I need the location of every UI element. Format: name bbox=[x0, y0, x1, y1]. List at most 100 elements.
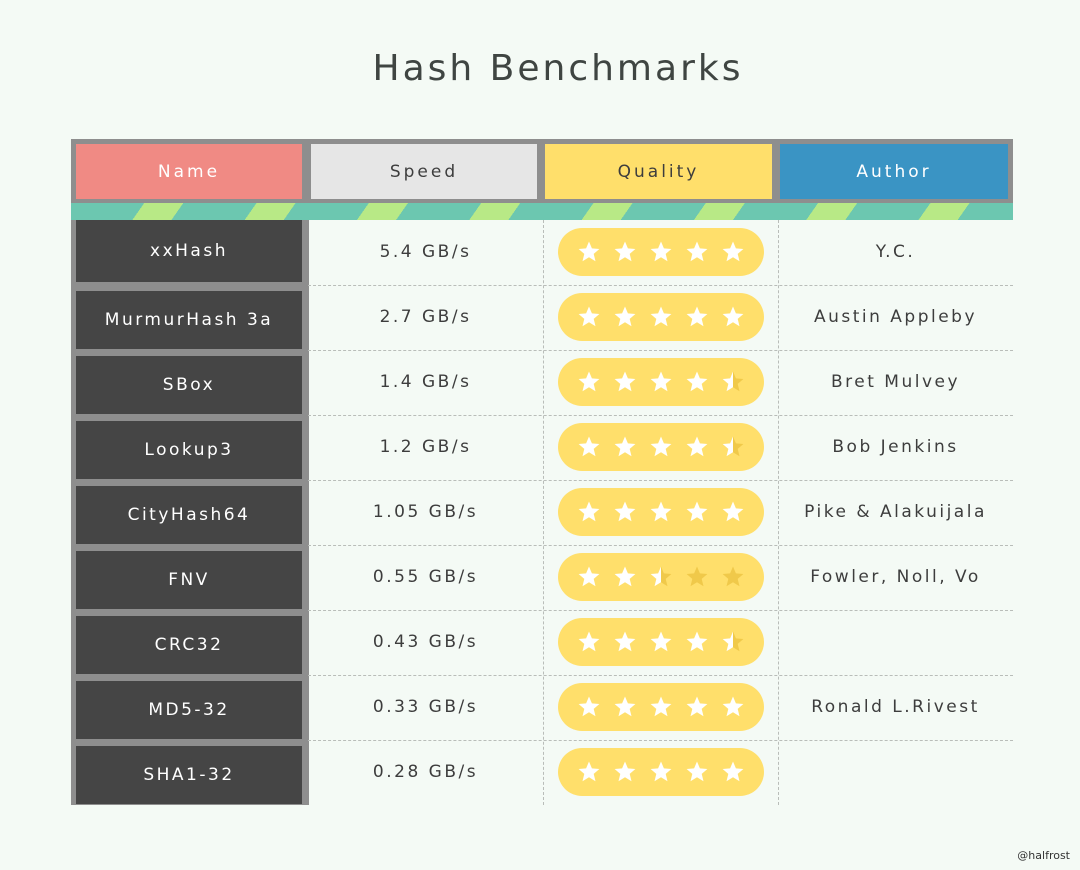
row-divider bbox=[308, 415, 1013, 416]
row-divider bbox=[308, 480, 1013, 481]
page-title: Hash Benchmarks bbox=[372, 48, 744, 89]
star-icon bbox=[722, 501, 743, 522]
row-divider bbox=[308, 350, 1013, 351]
star-icon bbox=[686, 501, 707, 522]
quality-cell bbox=[543, 285, 778, 349]
star-icon bbox=[650, 306, 671, 327]
header-quality-label: Quality bbox=[617, 161, 700, 182]
quality-cell bbox=[543, 610, 778, 674]
table-row: MD5-32 0.33 GB/s Ronald L.Rivest bbox=[76, 675, 1013, 740]
name-cell: MurmurHash 3a bbox=[76, 290, 302, 349]
rating-pill bbox=[557, 683, 764, 731]
table-row: xxHash 5.4 GB/s Y.C. bbox=[76, 220, 1013, 285]
star-icon bbox=[686, 241, 707, 262]
speed-cell: 1.2 GB/s bbox=[379, 437, 472, 457]
header-quality: Quality bbox=[545, 144, 772, 199]
rating-pill bbox=[557, 358, 764, 406]
table-row: MurmurHash 3a 2.7 GB/s Austin Appleby bbox=[76, 285, 1013, 350]
table-header: Name Speed Quality Author bbox=[71, 139, 1013, 203]
speed-cell: 0.55 GB/s bbox=[372, 567, 479, 587]
table-body: xxHash 5.4 GB/s Y.C. MurmurHash 3a 2.7 GB/s A… bbox=[71, 220, 1013, 805]
speed-cell: 0.28 GB/s bbox=[372, 762, 479, 782]
star-icon bbox=[650, 761, 671, 782]
star-icon bbox=[722, 241, 743, 262]
quality-cell bbox=[543, 480, 778, 544]
star-icon bbox=[578, 696, 599, 717]
name-cell: CRC32 bbox=[76, 615, 302, 674]
decorative-stripe bbox=[71, 203, 1013, 220]
rating-pill bbox=[557, 553, 764, 601]
author-cell: Ronald L.Rivest bbox=[811, 697, 980, 717]
credit-watermark: @halfrost bbox=[1017, 849, 1070, 862]
rating-pill bbox=[557, 488, 764, 536]
star-icon bbox=[578, 631, 599, 652]
star-icon bbox=[614, 371, 635, 392]
half-star-icon bbox=[722, 371, 743, 392]
star-icon bbox=[578, 241, 599, 262]
half-star-icon bbox=[722, 631, 743, 652]
star-icon bbox=[686, 631, 707, 652]
star-icon bbox=[578, 436, 599, 457]
author-cell: Bob Jenkins bbox=[832, 437, 959, 457]
speed-cell: 1.05 GB/s bbox=[372, 502, 479, 522]
benchmark-table: Name Speed Quality Author xxHash 5.4 GB/s… bbox=[71, 139, 1013, 805]
star-icon bbox=[614, 696, 635, 717]
header-name-label: Name bbox=[157, 161, 221, 182]
table-row: FNV 0.55 GB/s Fowler, Noll, Vo bbox=[76, 545, 1013, 610]
star-icon bbox=[614, 631, 635, 652]
author-cell: Austin Appleby bbox=[813, 307, 978, 327]
quality-cell bbox=[543, 220, 778, 284]
author-cell: Fowler, Noll, Vo bbox=[810, 567, 981, 587]
header-name: Name bbox=[76, 144, 302, 199]
row-divider bbox=[308, 675, 1013, 676]
table-row: SBox 1.4 GB/s Bret Mulvey bbox=[76, 350, 1013, 415]
quality-cell bbox=[543, 350, 778, 414]
table-row: Lookup3 1.2 GB/s Bob Jenkins bbox=[76, 415, 1013, 480]
rating-pill bbox=[557, 423, 764, 471]
star-icon bbox=[614, 241, 635, 262]
speed-cell: 5.4 GB/s bbox=[379, 242, 472, 262]
star-icon bbox=[650, 501, 671, 522]
star-icon bbox=[722, 306, 743, 327]
speed-cell: 0.33 GB/s bbox=[372, 697, 479, 717]
rating-pill bbox=[557, 618, 764, 666]
speed-cell: 2.7 GB/s bbox=[379, 307, 472, 327]
name-cell: xxHash bbox=[76, 220, 302, 282]
speed-cell: 1.4 GB/s bbox=[379, 372, 472, 392]
row-divider bbox=[308, 545, 1013, 546]
quality-cell bbox=[543, 415, 778, 479]
star-icon bbox=[578, 566, 599, 587]
star-icon bbox=[686, 306, 707, 327]
author-cell: Pike & Alakuijala bbox=[804, 502, 987, 522]
star-icon bbox=[614, 566, 635, 587]
author-cell bbox=[778, 740, 1013, 804]
column-divider bbox=[778, 220, 779, 805]
header-author: Author bbox=[780, 144, 1008, 199]
rating-pill bbox=[557, 228, 764, 276]
name-cell: Lookup3 bbox=[76, 420, 302, 479]
star-icon bbox=[578, 306, 599, 327]
row-divider bbox=[308, 740, 1013, 741]
table-row: CRC32 0.43 GB/s bbox=[76, 610, 1013, 675]
empty-star-icon bbox=[686, 566, 707, 587]
star-icon bbox=[614, 761, 635, 782]
author-cell: Bret Mulvey bbox=[830, 372, 961, 392]
header-speed: Speed bbox=[311, 144, 537, 199]
row-divider bbox=[308, 610, 1013, 611]
star-icon bbox=[686, 436, 707, 457]
author-cell: Y.C. bbox=[875, 242, 916, 262]
star-icon bbox=[650, 696, 671, 717]
column-divider bbox=[543, 220, 544, 805]
name-cell: FNV bbox=[76, 550, 302, 609]
name-cell: SBox bbox=[76, 355, 302, 414]
header-speed-label: Speed bbox=[389, 161, 459, 182]
star-icon bbox=[650, 436, 671, 457]
rating-pill bbox=[557, 748, 764, 796]
star-icon bbox=[722, 696, 743, 717]
empty-star-icon bbox=[722, 566, 743, 587]
quality-cell bbox=[543, 740, 778, 804]
name-cell: MD5-32 bbox=[76, 680, 302, 739]
star-icon bbox=[614, 436, 635, 457]
star-icon bbox=[578, 761, 599, 782]
star-icon bbox=[722, 761, 743, 782]
